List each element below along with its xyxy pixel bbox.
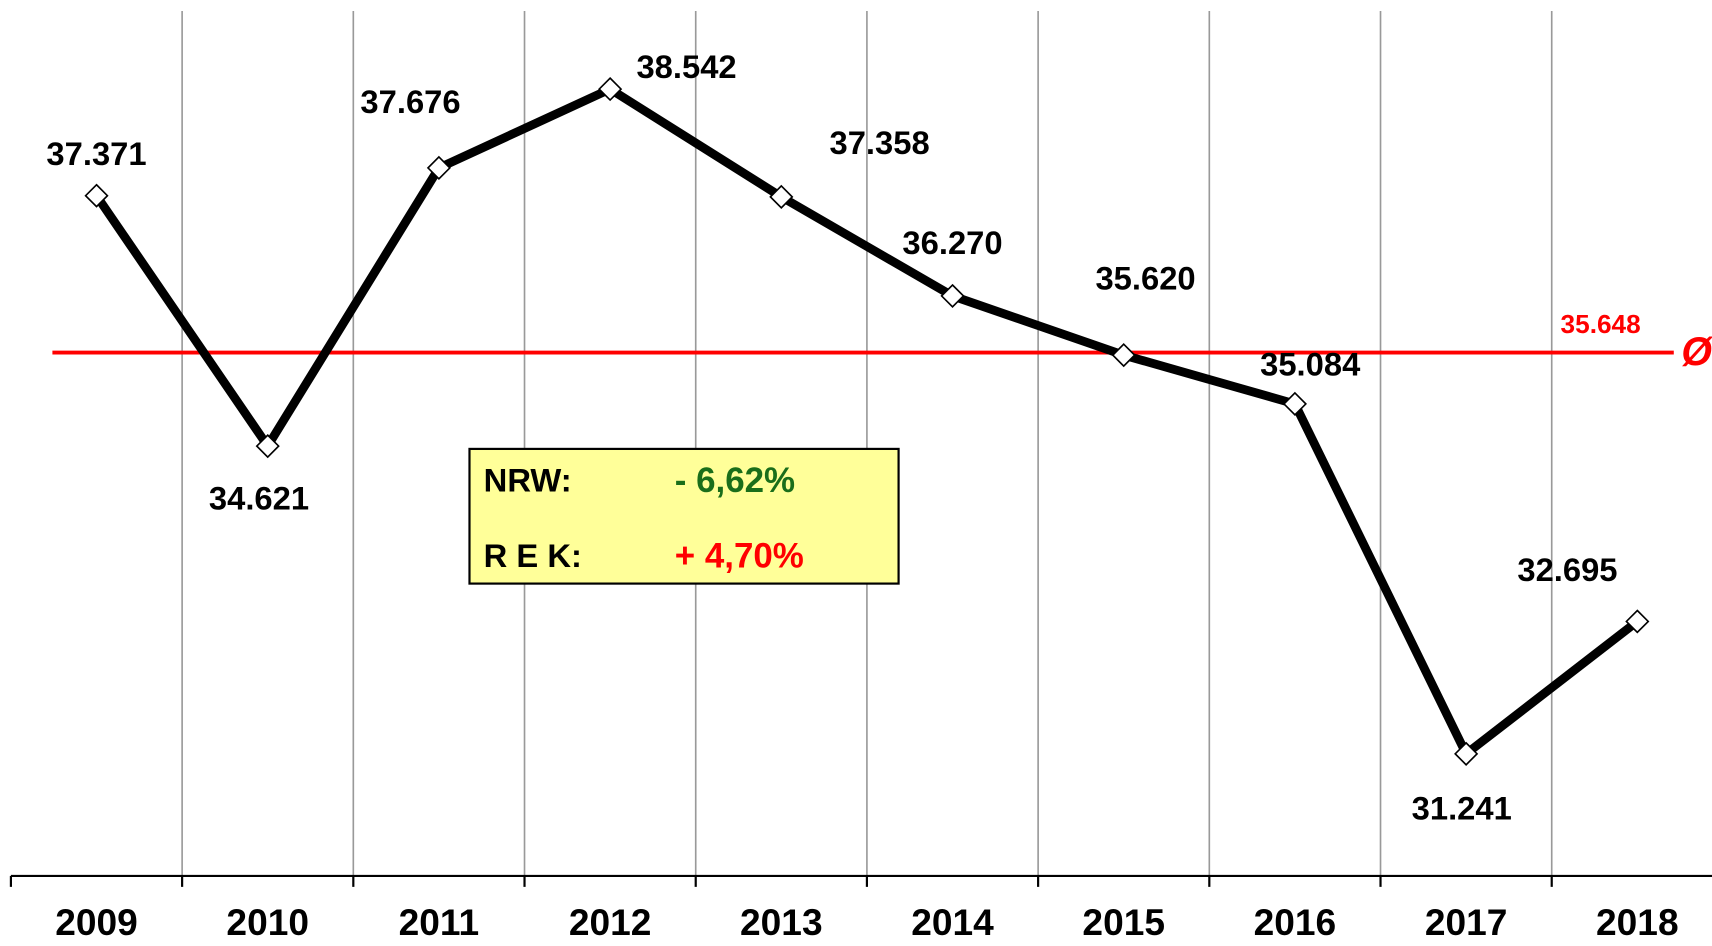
x-tick-label: 2010 — [226, 901, 309, 943]
data-line — [92, 84, 1640, 759]
data-label: 34.621 — [209, 479, 309, 516]
data-label: 37.358 — [829, 124, 929, 161]
data-label: 37.676 — [360, 83, 460, 120]
x-tick-label: 2011 — [399, 901, 479, 943]
annotation-value: + 4,70% — [675, 537, 804, 576]
annotation-value: - 6,62% — [675, 461, 795, 500]
x-tick-label: 2016 — [1254, 901, 1337, 943]
x-tick-label: 2013 — [740, 901, 823, 943]
average-label: 35.648 — [1561, 309, 1641, 339]
x-tick-label: 2012 — [569, 901, 652, 943]
marker — [255, 433, 280, 459]
x-tick-label: 2017 — [1425, 901, 1508, 943]
data-label: 31.241 — [1412, 789, 1512, 826]
annotation-label: NRW: — [484, 461, 572, 498]
annotation-box — [468, 447, 900, 585]
marker — [426, 155, 451, 181]
x-tick-label: 2015 — [1082, 901, 1165, 943]
annotation-label: R E K: — [484, 537, 582, 574]
x-tick-label: 2009 — [55, 901, 138, 943]
marker — [1282, 391, 1307, 417]
data-label: 36.270 — [902, 224, 1002, 261]
marker — [769, 184, 794, 209]
marker — [1454, 741, 1479, 766]
data-label: 35.084 — [1260, 345, 1361, 382]
marker — [598, 76, 623, 102]
marker — [84, 183, 109, 208]
marker — [940, 283, 965, 309]
data-label: 37.371 — [46, 135, 146, 172]
x-tick-label: 2018 — [1596, 901, 1679, 943]
average-symbol: Ø — [1681, 330, 1712, 374]
x-tick-label: 2014 — [911, 901, 994, 943]
marker — [1625, 609, 1650, 634]
data-label: 38.542 — [636, 48, 736, 85]
data-label: 35.620 — [1095, 259, 1195, 296]
data-label: 32.695 — [1517, 551, 1617, 588]
marker — [1111, 343, 1136, 368]
